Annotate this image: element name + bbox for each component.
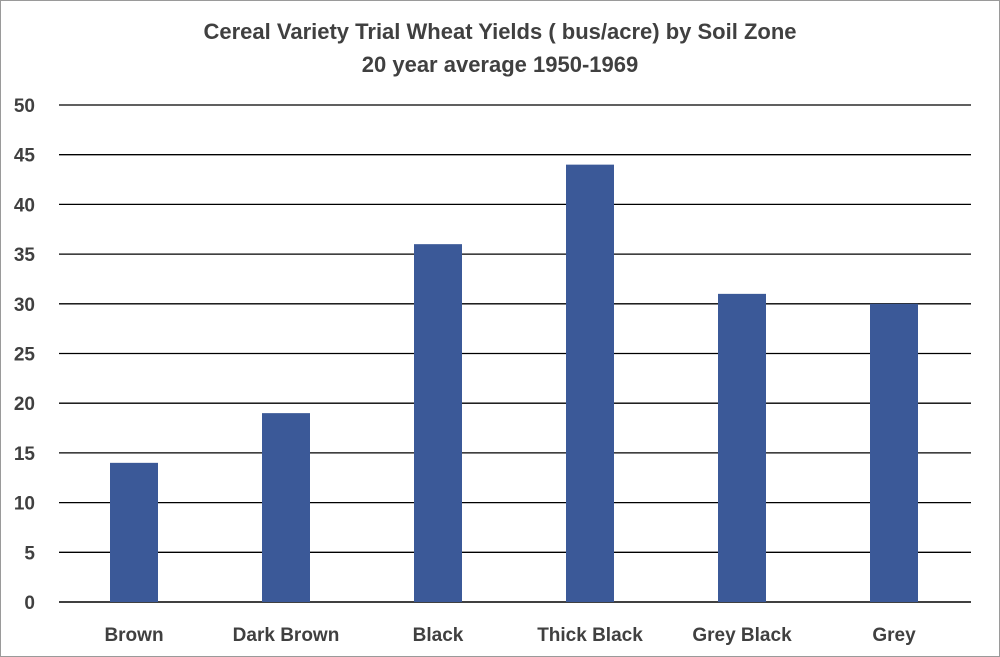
y-tick-label: 35	[14, 245, 36, 266]
y-tick-label: 20	[14, 394, 35, 415]
y-tick-label: 0	[24, 593, 35, 614]
y-tick-label: 30	[14, 295, 35, 316]
y-tick-label: 15	[14, 444, 36, 465]
x-category-label: Dark Brown	[233, 625, 340, 646]
y-tick-label: 40	[14, 195, 35, 216]
chart-subtitle: 20 year average 1950-1969	[361, 52, 639, 77]
y-tick-label: 25	[14, 345, 36, 366]
x-category-label: Black	[413, 625, 464, 646]
bar-brown	[110, 462, 158, 602]
y-tick-label: 5	[24, 543, 35, 564]
chart-title: Cereal Variety Trial Wheat Yields ( bus/…	[203, 19, 797, 44]
bar-grey	[870, 303, 918, 602]
bar-black	[414, 244, 462, 602]
x-category-label: Brown	[104, 625, 163, 646]
chart-title-block: Cereal Variety Trial Wheat Yields ( bus/…	[1, 15, 999, 81]
x-category-label: Thick Black	[537, 625, 643, 646]
x-category-label: Grey	[872, 625, 916, 646]
bar-dark-brown	[262, 413, 310, 602]
x-category-label: Grey Black	[692, 625, 792, 646]
y-tick-label: 50	[14, 96, 35, 117]
bar-thick-black	[566, 164, 614, 602]
y-tick-label: 10	[14, 494, 35, 515]
bar-grey-black	[718, 293, 766, 602]
y-tick-label: 45	[14, 146, 36, 167]
